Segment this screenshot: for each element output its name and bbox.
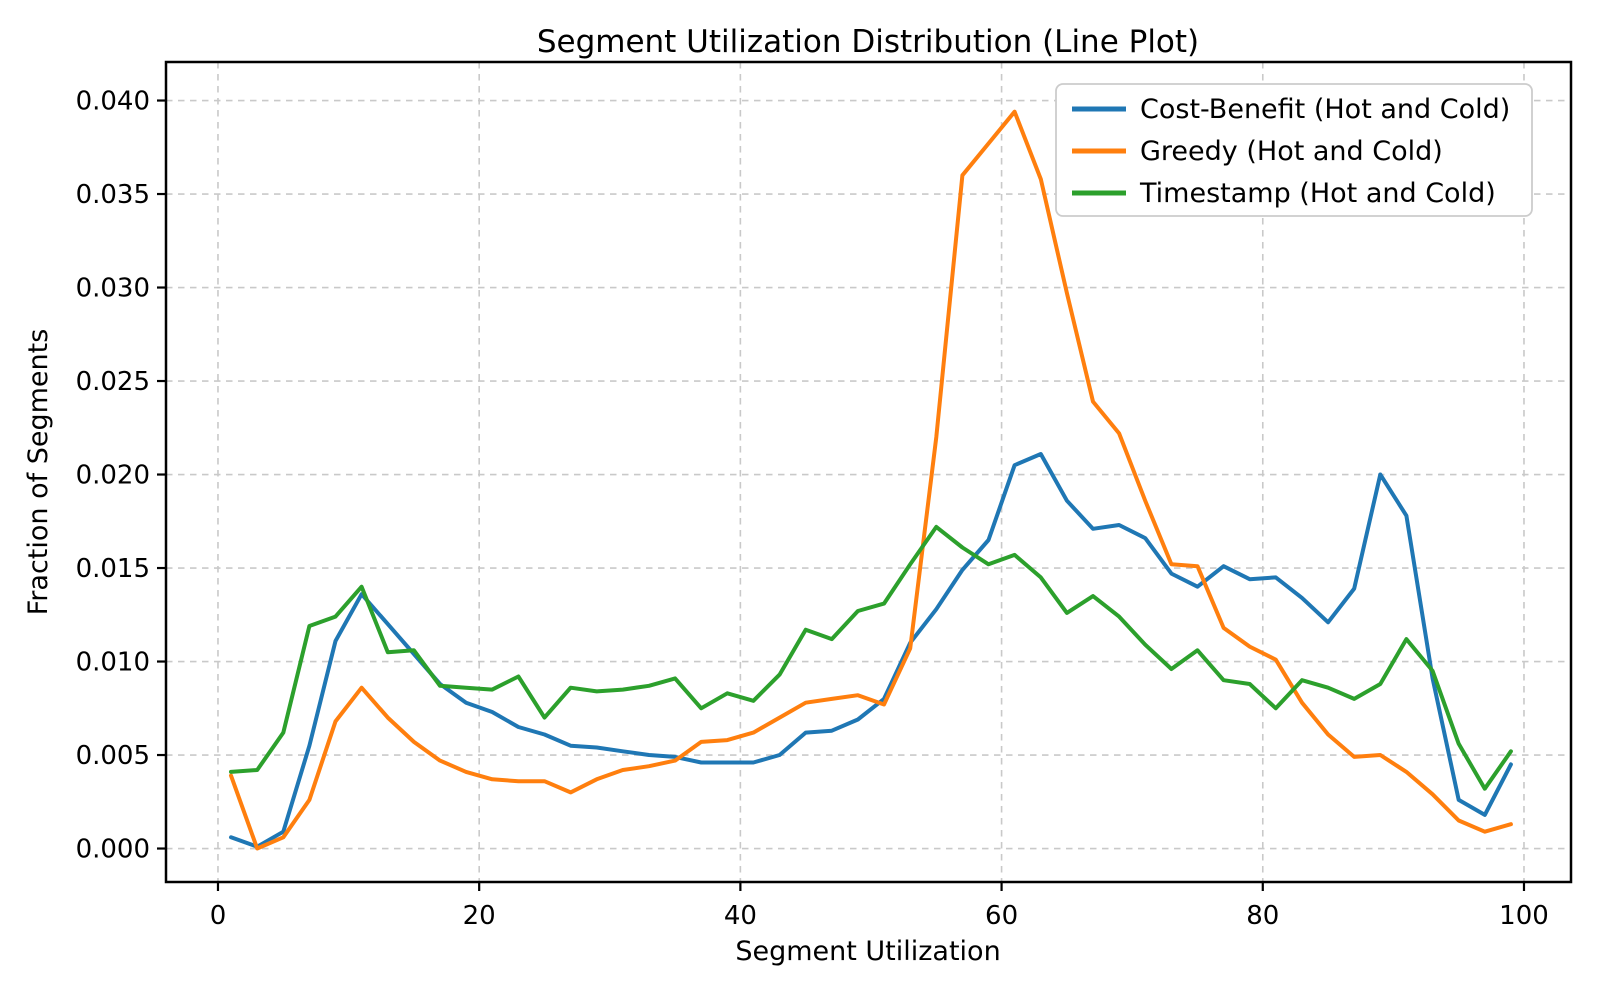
y-tick-label: 0.035: [76, 180, 150, 210]
legend-entry: Greedy (Hot and Cold): [1072, 136, 1443, 167]
tick-layer: 0 20 40 60 80 100 0.000 0.005 0.010 0.015 0.020 0.0…: [76, 87, 1549, 931]
series-line-2: [229, 524, 1513, 791]
x-tick-label: 80: [1246, 901, 1279, 931]
x-tick-label: 100: [1499, 901, 1549, 931]
legend-label: Cost-Benefit (Hot and Cold): [1140, 94, 1510, 125]
legend-entry: Cost-Benefit (Hot and Cold): [1072, 94, 1510, 125]
series-layer: [229, 109, 1513, 851]
x-axis-label: Segment Utilization: [735, 936, 1000, 967]
axes-spines: [164, 60, 1573, 884]
y-tick-label: 0.015: [76, 554, 150, 584]
y-axis-label: Fraction of Segments: [23, 329, 54, 616]
y-tick-label: 0.030: [76, 274, 150, 304]
y-tick-label: 0.020: [76, 461, 150, 491]
y-tick-label: 0.000: [76, 835, 150, 865]
x-tick-label: 0: [210, 901, 227, 931]
legend-entry: Timestamp (Hot and Cold): [1072, 178, 1496, 209]
y-tick-label: 0.010: [76, 648, 150, 678]
x-tick-label: 40: [724, 901, 757, 931]
y-tick-label: 0.025: [76, 367, 150, 397]
y-tick-label: 0.040: [76, 87, 150, 117]
legend-label: Greedy (Hot and Cold): [1140, 136, 1443, 167]
axes-layer: [164, 60, 1573, 884]
series-line-1: [229, 109, 1513, 851]
x-tick-label: 60: [985, 901, 1018, 931]
legend: Cost-Benefit (Hot and Cold) Greedy (Hot a…: [1055, 83, 1533, 217]
legend-label: Timestamp (Hot and Cold): [1139, 178, 1496, 209]
x-tick-label: 20: [463, 901, 496, 931]
chart-title: Segment Utilization Distribution (Line P…: [537, 24, 1199, 60]
legend-box: [1055, 83, 1533, 217]
y-tick-label: 0.005: [76, 741, 150, 771]
